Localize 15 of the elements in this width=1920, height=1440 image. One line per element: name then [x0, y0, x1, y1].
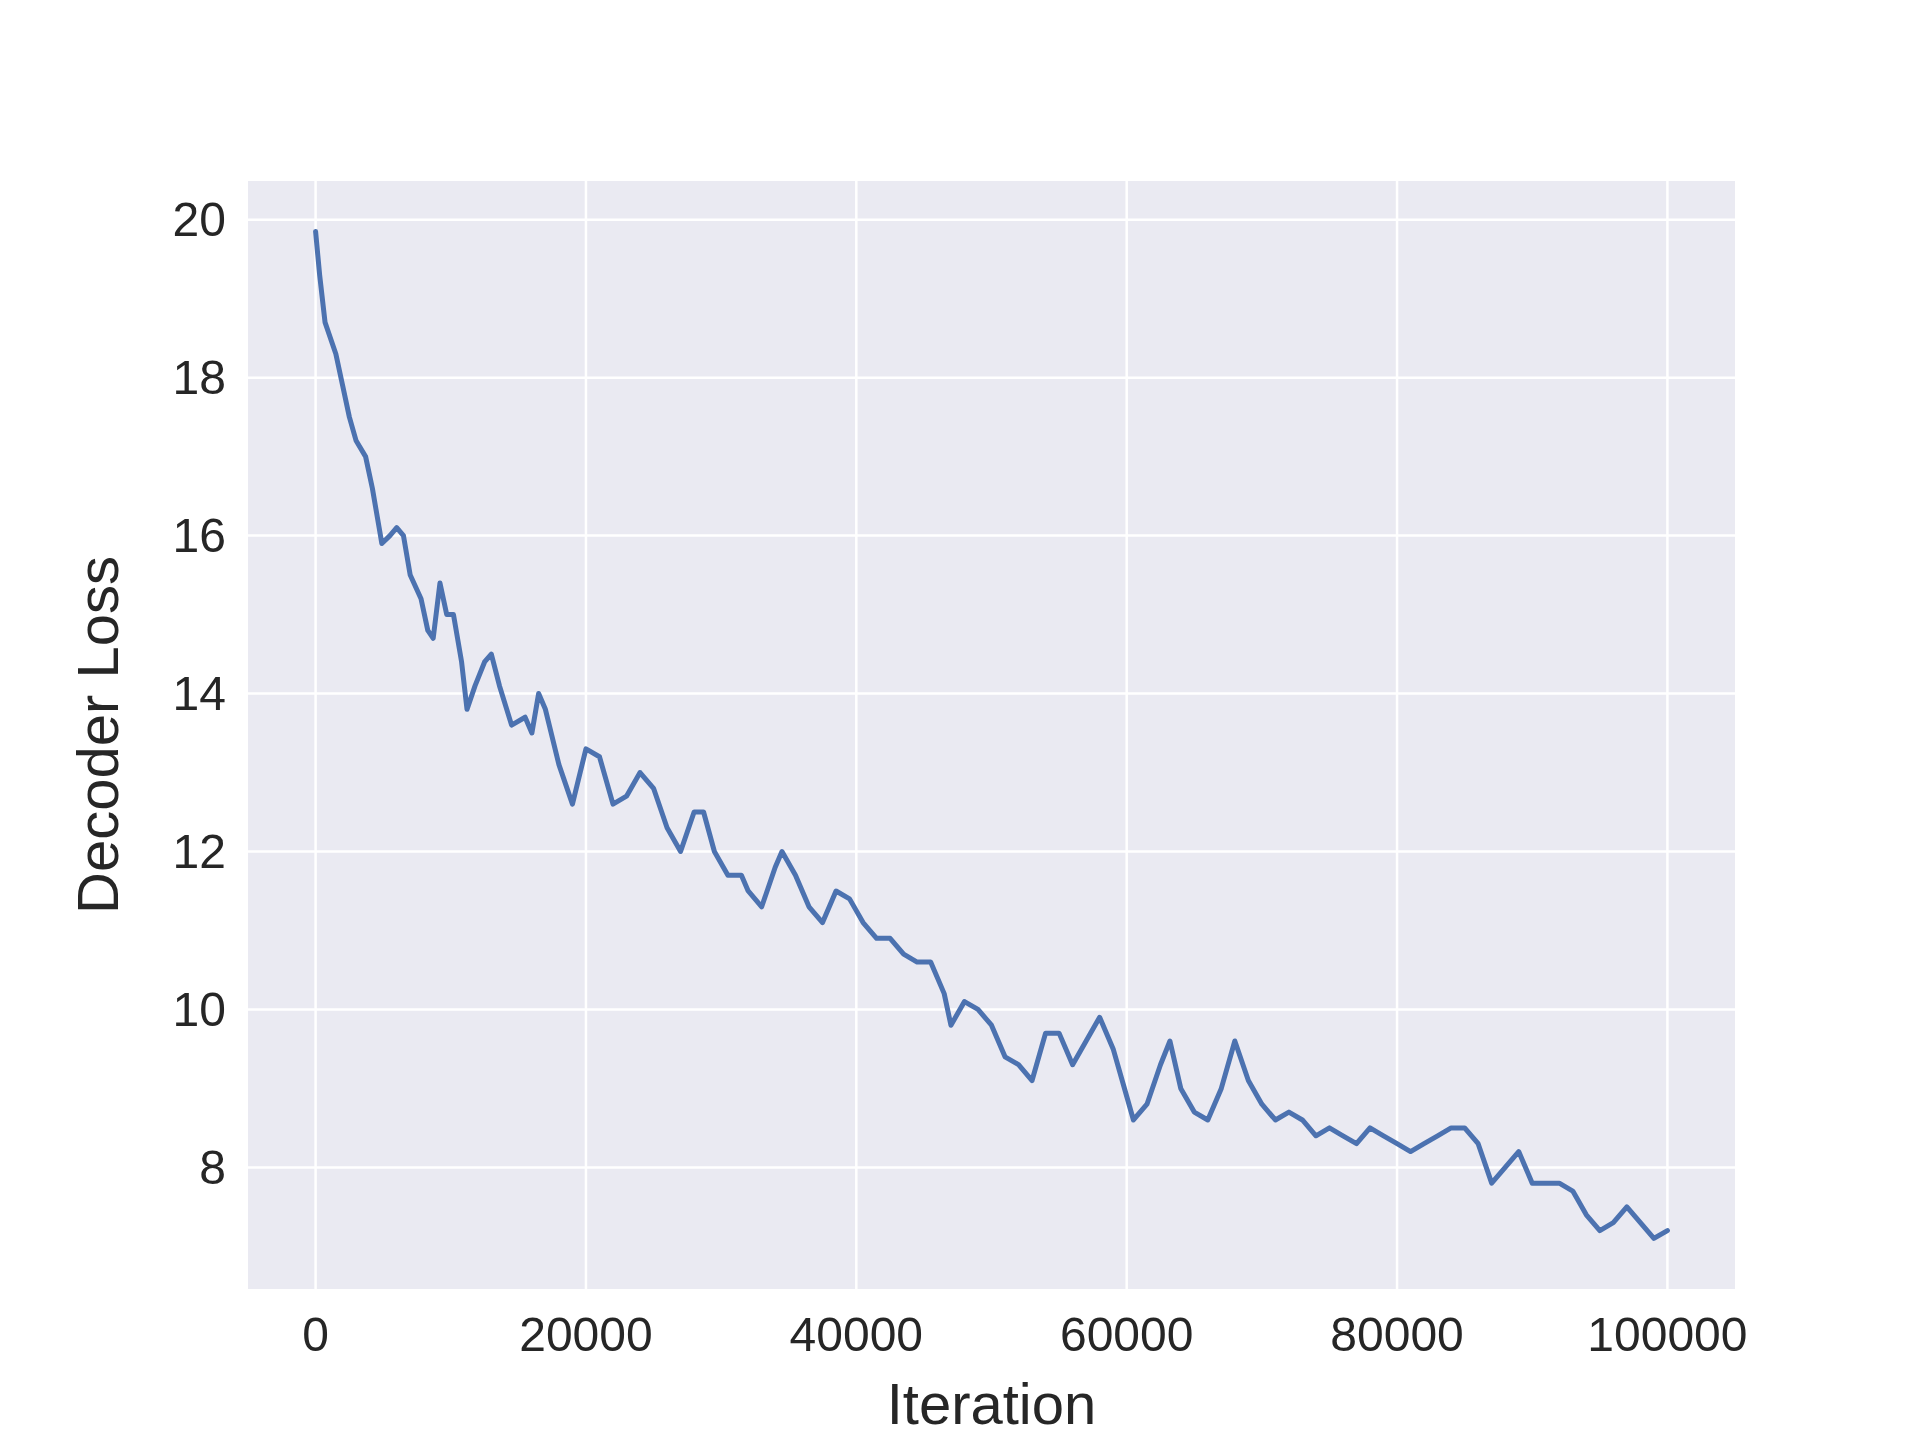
x-tick-label: 60000	[1059, 1308, 1194, 1361]
y-tick-label: 10	[172, 983, 226, 1037]
y-tick-label: 18	[172, 351, 226, 405]
y-tick-label: 14	[172, 667, 226, 721]
y-tick-label: 8	[199, 1141, 226, 1195]
x-axis-title: Iteration	[886, 1371, 1097, 1436]
y-tick-label: 12	[172, 825, 226, 879]
x-tick-label: 0	[302, 1308, 329, 1361]
y-tick-label: 16	[172, 509, 226, 563]
x-tick-label: 40000	[789, 1308, 924, 1361]
x-tick-label: 100000	[1587, 1308, 1748, 1361]
x-tick-label: 20000	[519, 1308, 653, 1361]
y-tick-label: 20	[172, 193, 226, 247]
y-axis-title: Decoder Loss	[65, 556, 130, 914]
x-tick-label: 80000	[1330, 1308, 1464, 1361]
